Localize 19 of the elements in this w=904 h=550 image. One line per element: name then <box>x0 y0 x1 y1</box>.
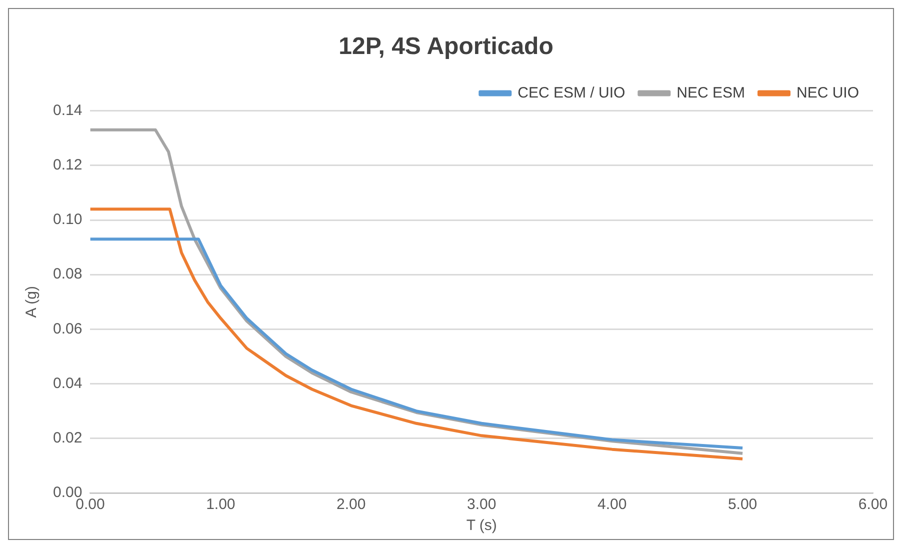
x-axis-title: T (s) <box>466 517 497 534</box>
legend-label: NEC ESM <box>676 84 745 102</box>
y-tick-label: 0.08 <box>52 266 82 283</box>
x-tick-label: 2.00 <box>336 496 366 514</box>
y-tick-label: 0.06 <box>52 320 82 338</box>
x-tick-label: 3.00 <box>466 496 496 514</box>
x-tick-label: 4.00 <box>597 496 627 514</box>
y-tick-label: 0.12 <box>52 156 82 174</box>
legend-label: CEC ESM / UIO <box>518 84 626 102</box>
chart-title: 12P, 4S Aporticado <box>338 33 554 60</box>
y-tick-label: 0.14 <box>52 102 82 119</box>
y-tick-label: 0.02 <box>52 430 82 447</box>
x-tick-label: 6.00 <box>858 496 888 514</box>
x-tick-label: 5.00 <box>728 496 758 514</box>
x-tick-label: 1.00 <box>206 496 236 514</box>
y-axis-title: A (g) <box>23 286 40 318</box>
y-tick-label: 0.04 <box>52 374 82 392</box>
legend-label: NEC UIO <box>796 84 860 102</box>
y-tick-label: 0.10 <box>52 211 82 228</box>
